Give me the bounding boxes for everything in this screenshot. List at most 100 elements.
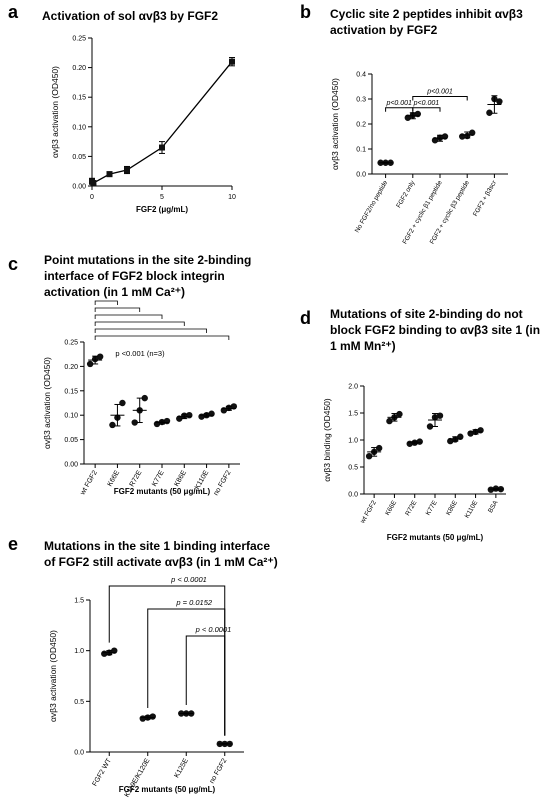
panel-e-title-line1: Mutations in the site 1 binding interfac…	[44, 539, 271, 553]
y-tick-label: 0.15	[72, 95, 86, 102]
p-value-label: p <0.001 (n=3)	[115, 349, 165, 358]
y-tick-label: 0.05	[72, 154, 86, 161]
y-tick-label: 1.0	[74, 648, 84, 655]
data-point	[365, 453, 373, 460]
x-tick-label: wt FGF2	[79, 469, 99, 497]
y-tick-label: 0.20	[64, 364, 78, 371]
y-tick-label: 0.3	[356, 97, 366, 104]
x-tick-label: K86E	[173, 469, 188, 488]
data-point	[396, 410, 403, 418]
y-tick-label: 0.25	[72, 36, 86, 43]
y-axis-title: αvβ3 activation (OD450)	[50, 66, 60, 158]
panel-d-title: Mutations of site 2-binding do not block…	[330, 306, 540, 354]
y-tick-label: 2.0	[348, 384, 358, 391]
y-tick-label: 0.5	[74, 699, 84, 706]
y-tick-label: 0.20	[72, 65, 86, 72]
x-tick-label: FGF2 WT	[92, 757, 114, 788]
data-point	[101, 650, 108, 657]
significance-bracket	[185, 635, 226, 736]
data-point	[159, 144, 165, 151]
panel-e-title-line2: of FGF2 still activate αvβ3 (in 1 mM Ca²…	[44, 555, 278, 569]
y-tick-label: 0.0	[348, 492, 358, 499]
data-point	[229, 58, 235, 65]
panel-a-title: Activation of sol αvβ3 by FGF2	[42, 9, 219, 23]
y-tick-label: 0.00	[64, 462, 78, 469]
panel-b-title-line1: Cyclic site 2 peptides inhibit αvβ3	[330, 7, 523, 21]
x-axis-title: FGF2 mutants (50 μg/mL)	[387, 533, 484, 542]
x-tick-label: No FGF2/no peptide	[354, 179, 390, 234]
y-tick-label: 1.0	[348, 438, 358, 445]
data-point	[119, 399, 126, 407]
x-tick-label: R72E	[404, 499, 419, 517]
data-point	[86, 360, 94, 368]
p-value-label: p = 0.0152	[175, 598, 212, 607]
significance-bracket	[412, 96, 468, 101]
p-value-label: p<0.001	[385, 100, 412, 107]
y-tick-label: 0.25	[64, 340, 78, 347]
y-tick-label: 0.10	[72, 124, 86, 131]
y-tick-label: 0.05	[64, 437, 78, 444]
x-tick-label: 10	[228, 194, 236, 201]
x-tick-label: K77E	[425, 499, 439, 517]
significance-bracket	[94, 321, 185, 326]
panel-d-letter: d	[300, 308, 311, 328]
y-axis-title: αvβ3 activation (OD450)	[48, 630, 58, 722]
data-point	[124, 167, 130, 174]
y-tick-label: 0.0	[74, 750, 84, 757]
x-tick-label: wt FGF2	[359, 499, 378, 525]
panel-b-letter: b	[300, 2, 311, 22]
x-axis-title: FGF2 mutants (50 μg/mL)	[114, 487, 211, 496]
data-point	[106, 171, 113, 178]
y-axis-title: αvβ3 activation (OD450)	[330, 78, 340, 170]
significance-bracket	[94, 300, 118, 305]
x-tick-label: FGF2 only	[395, 179, 417, 209]
panel-c-title-line2: interface of FGF2 block integrin	[44, 269, 225, 283]
data-point	[457, 433, 464, 440]
y-tick-label: 0.2	[356, 122, 366, 129]
data-point	[436, 412, 444, 419]
significance-bracket	[94, 335, 230, 340]
x-tick-label: BSA	[487, 499, 500, 514]
data-point	[469, 129, 476, 136]
y-tick-label: 1.5	[74, 598, 84, 605]
y-tick-label: 0.1	[356, 147, 366, 154]
data-point	[131, 419, 138, 426]
panel-e-letter: e	[8, 534, 19, 554]
x-tick-label: K110E	[464, 499, 480, 520]
y-tick-label: 0.4	[356, 72, 366, 79]
p-value-label: p < 0.0001	[170, 575, 207, 584]
series-line	[91, 61, 233, 184]
data-point	[406, 440, 413, 447]
x-tick-label: K86E	[445, 499, 459, 517]
y-tick-label: 0.00	[72, 184, 86, 191]
x-tick-label: 0	[90, 194, 94, 201]
data-point	[96, 353, 104, 360]
p-value-label: p<0.001	[426, 89, 453, 96]
significance-bracket	[412, 107, 441, 112]
p-value-label: p<0.001	[413, 100, 440, 107]
panel-d-title-line2: block FGF2 binding to αvβ3 site 1 (in	[330, 323, 541, 337]
y-tick-label: 0.0	[356, 172, 366, 179]
y-tick-label: 0.10	[64, 413, 78, 420]
x-tick-label: K125E	[173, 757, 190, 779]
significance-bracket	[385, 107, 414, 112]
x-tick-label: FGF2 + β3scr	[472, 179, 498, 218]
y-tick-label: 0.5	[348, 465, 358, 472]
significance-bracket	[108, 585, 226, 736]
data-point	[447, 437, 454, 445]
significance-bracket	[94, 328, 207, 333]
panel-a-letter: a	[8, 2, 19, 22]
x-axis-title: FGF2 (μg/mL)	[136, 205, 188, 214]
data-point	[109, 421, 116, 429]
data-point	[486, 109, 493, 116]
panel-e-title: Mutations in the site 1 binding interfac…	[44, 538, 278, 570]
data-point	[141, 394, 148, 402]
data-point	[139, 715, 146, 722]
y-axis-title: αvβ3 activation (OD450)	[42, 357, 52, 449]
y-tick-label: 0.15	[64, 388, 78, 395]
x-tick-label: K77E	[151, 469, 166, 488]
panel-d-title-line3: 1 mM Mn²⁺)	[330, 339, 396, 353]
panel-b-title: Cyclic site 2 peptides inhibit αvβ3 acti…	[330, 6, 523, 38]
panel-d-title-line1: Mutations of site 2-binding do not	[330, 307, 523, 321]
